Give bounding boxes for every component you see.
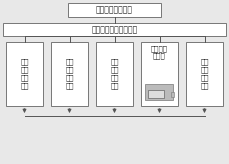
Text: 信号
发生
子系
统．: 信号 发生 子系 统． [20, 59, 29, 90]
Text: 工业控制计算机．: 工业控制计算机． [96, 6, 133, 14]
Bar [3, 23, 226, 36]
Bar [96, 42, 133, 106]
Bar [171, 92, 174, 97]
Bar [186, 42, 223, 106]
Text: 负载
监测
子系
统．: 负载 监测 子系 统． [110, 59, 119, 90]
Text: 规格总线通信子系统．: 规格总线通信子系统． [91, 25, 138, 34]
Bar [145, 84, 173, 100]
Bar [68, 3, 161, 17]
Text: 模拟
负载
子系
统．: 模拟 负载 子系 统． [65, 59, 74, 90]
Bar [141, 42, 178, 106]
Bar [6, 42, 43, 106]
Bar [51, 42, 88, 106]
Text: 环境实．
验器．: 环境实． 验器． [151, 45, 168, 59]
Bar [148, 90, 164, 98]
Text: 大功
率程
控电
源．: 大功 率程 控电 源． [200, 59, 209, 90]
